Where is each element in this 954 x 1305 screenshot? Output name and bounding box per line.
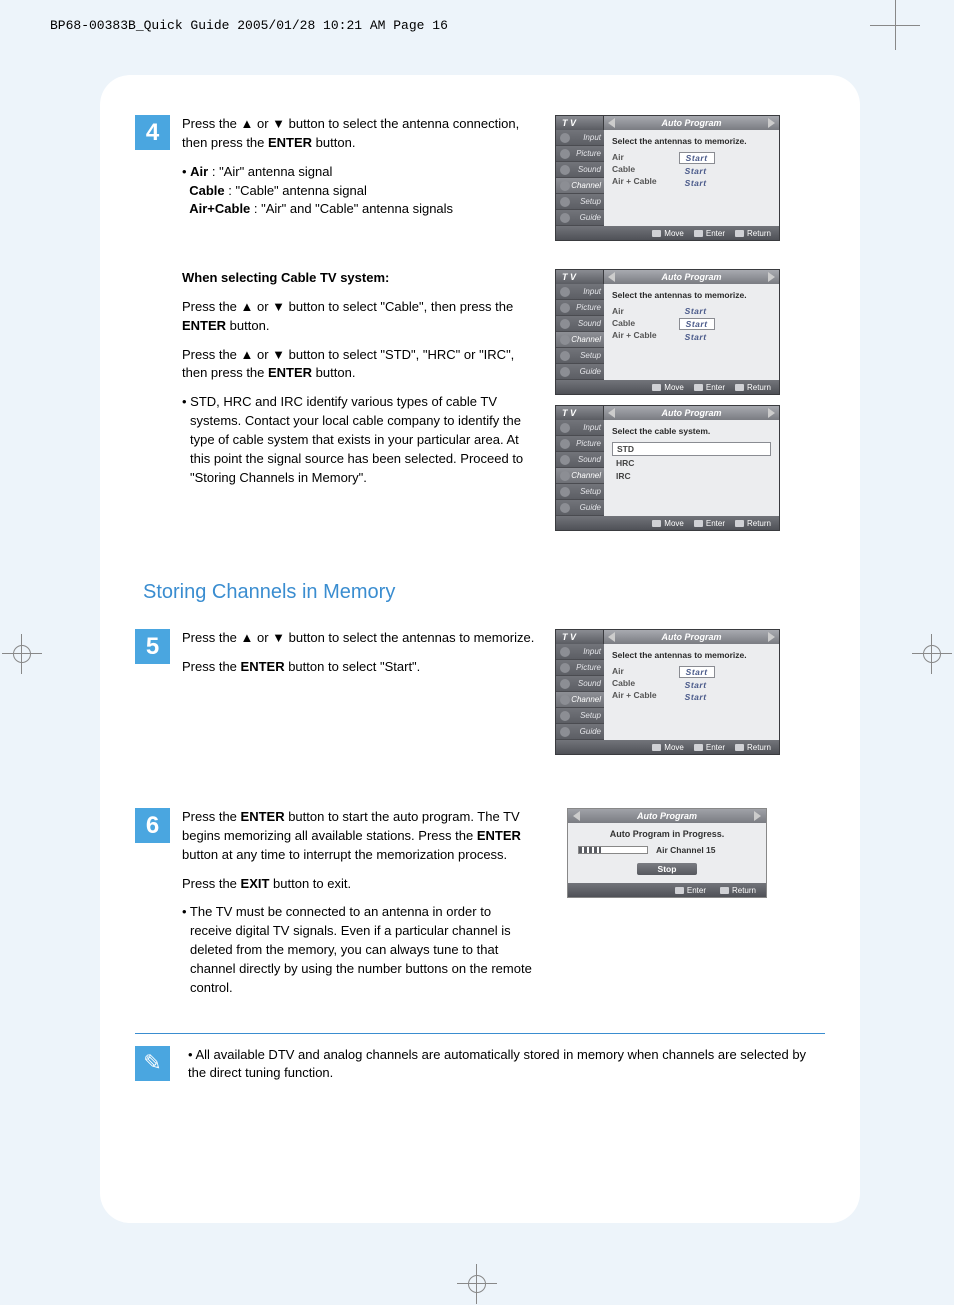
progress-channel: Air Channel 15 [656, 845, 716, 855]
osd-screenshot-1: T V Auto Program Input Picture Sound Cha… [555, 115, 780, 241]
note-text: • All available DTV and analog channels … [188, 1046, 825, 1084]
divider [135, 1033, 825, 1034]
osd-instruction: Select the antennas to memorize. [612, 136, 771, 146]
step-4-cable-text: When selecting Cable TV system: Press th… [182, 269, 535, 487]
enter-icon [694, 230, 703, 237]
osd-nav-sound: Sound [556, 162, 604, 178]
progress-bar [578, 846, 648, 854]
enter-icon [675, 887, 684, 894]
osd-title: Auto Program [604, 116, 779, 130]
osd-screenshot-4: T V Auto Program Input Picture Sound Cha… [555, 629, 780, 755]
progress-footer: Enter Return [568, 883, 766, 897]
registration-mark-right [918, 640, 946, 668]
step-5-text: Press the ▲ or ▼ button to select the an… [182, 629, 535, 687]
osd-nav-picture: Picture [556, 146, 604, 162]
step-5-badge: 5 [135, 629, 170, 664]
osd-nav-guide: Guide [556, 210, 604, 226]
step-4-text: Press the ▲ or ▼ button to select the an… [182, 115, 535, 219]
osd-nav-channel: Channel [556, 178, 604, 194]
osd-screenshot-2: T V Auto Program Input Picture Sound Cha… [555, 269, 780, 395]
osd-start-column: Start Start Start [679, 152, 715, 188]
osd-antenna-labels: Air Cable Air + Cable [612, 152, 657, 188]
registration-mark-bottom [463, 1270, 491, 1298]
return-icon [735, 230, 744, 237]
step-4-badge: 4 [135, 115, 170, 150]
note-block: ✎ • All available DTV and analog channel… [135, 1046, 825, 1084]
updown-icon [652, 230, 661, 237]
crop-mark-tr [880, 10, 920, 50]
return-icon [720, 887, 729, 894]
stop-button: Stop [637, 863, 697, 875]
osd-nav-input: Input [556, 130, 604, 146]
osd-cable-options: STD HRC IRC [612, 442, 771, 482]
progress-title: Auto Program [568, 809, 766, 823]
osd-tv-label: T V [556, 116, 604, 130]
page-content: 4 Press the ▲ or ▼ button to select the … [100, 75, 860, 1223]
osd-nav: Input Picture Sound Channel Setup Guide [556, 130, 604, 226]
osd-footer: Move Enter Return [556, 226, 779, 240]
osd-nav-setup: Setup [556, 194, 604, 210]
note-icon: ✎ [135, 1046, 170, 1081]
osd-screenshot-3: T V Auto Program Input Picture Sound Cha… [555, 405, 780, 531]
progress-message: Auto Program in Progress. [578, 829, 756, 839]
print-header: BP68-00383B_Quick Guide 2005/01/28 10:21… [50, 18, 448, 33]
progress-dialog: Auto Program Auto Program in Progress. A… [567, 808, 767, 898]
section-title: Storing Channels in Memory [143, 581, 825, 604]
step-6-badge: 6 [135, 808, 170, 843]
registration-mark-left [8, 640, 36, 668]
step-6-text: Press the ENTER button to start the auto… [182, 808, 535, 998]
